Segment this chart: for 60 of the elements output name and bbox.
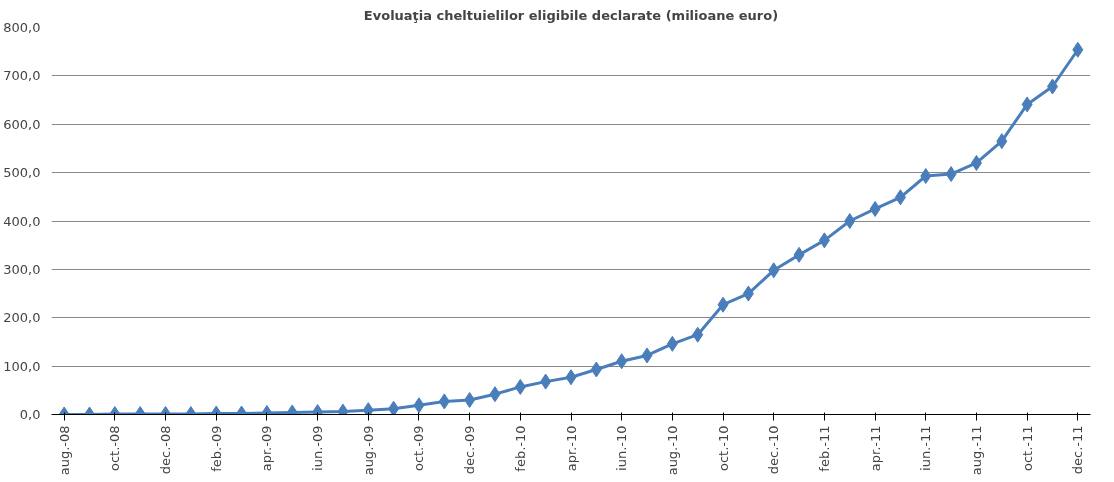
y-tick-label: 700,0: [3, 68, 41, 84]
y-tick-label: 800,0: [3, 20, 41, 35]
x-tick-label: oct.-10: [715, 425, 731, 472]
point: [1046, 78, 1058, 95]
point: [388, 400, 400, 415]
point: [641, 347, 653, 364]
y-tick-label: 300,0: [3, 261, 41, 277]
x-tick-label: dec.-09: [462, 425, 478, 475]
x-tick-label: iun.-11: [918, 425, 934, 471]
point: [666, 335, 678, 352]
x-tick-label: apr.-11: [867, 425, 883, 472]
chart-title: Evoluaţia cheltuielilor eligibile declarate (milioane euro): [363, 7, 779, 23]
x-tick-label: aug.-09: [360, 425, 376, 476]
point: [590, 361, 602, 378]
point: [464, 391, 476, 408]
y-tick-label: 200,0: [3, 310, 41, 326]
point: [818, 232, 830, 249]
x-tick-label: feb.-11: [816, 425, 832, 472]
point: [717, 296, 729, 313]
x-tick-label: apr.-10: [563, 425, 579, 472]
point: [413, 397, 425, 414]
point: [869, 200, 881, 217]
point: [970, 154, 982, 171]
point: [1072, 41, 1084, 58]
y-tick-label: 600,0: [3, 116, 41, 132]
point: [489, 386, 501, 403]
point: [362, 402, 374, 415]
point: [514, 378, 526, 395]
point: [996, 133, 1008, 150]
x-tick-label: oct.-09: [411, 425, 427, 472]
point: [1021, 96, 1033, 113]
point: [692, 326, 704, 343]
x-tick-label: iun.-09: [310, 425, 326, 471]
x-tick-label: feb.-09: [208, 425, 224, 472]
y-tick-label: 0,0: [19, 407, 41, 422]
point: [920, 168, 932, 185]
y-tick-label: 500,0: [3, 165, 41, 181]
x-tick-label: aug.-08: [56, 425, 72, 476]
x-tick-label: dec.-08: [158, 425, 174, 475]
point: [742, 285, 754, 302]
point: [540, 373, 552, 390]
x-tick-label: apr.-09: [259, 425, 275, 472]
x-tick-label: aug.-10: [664, 425, 680, 476]
x-tick-label: oct.-11: [1019, 425, 1035, 472]
point: [894, 189, 906, 206]
point: [793, 246, 805, 263]
x-tick-label: dec.-10: [766, 425, 782, 475]
point: [945, 166, 957, 183]
point: [438, 393, 450, 410]
x-tick-label: oct.-08: [107, 425, 123, 472]
point: [565, 369, 577, 386]
point: [768, 262, 780, 279]
y-tick-label: 400,0: [3, 213, 41, 229]
x-tick-label: dec.-11: [1070, 425, 1086, 475]
y-tick-label: 100,0: [3, 358, 41, 374]
x-tick-label: aug.-11: [968, 425, 984, 476]
x-tick-label: feb.-10: [512, 425, 528, 472]
point: [844, 213, 856, 229]
point: [616, 353, 628, 370]
x-tick-label: iun.-10: [614, 425, 630, 471]
